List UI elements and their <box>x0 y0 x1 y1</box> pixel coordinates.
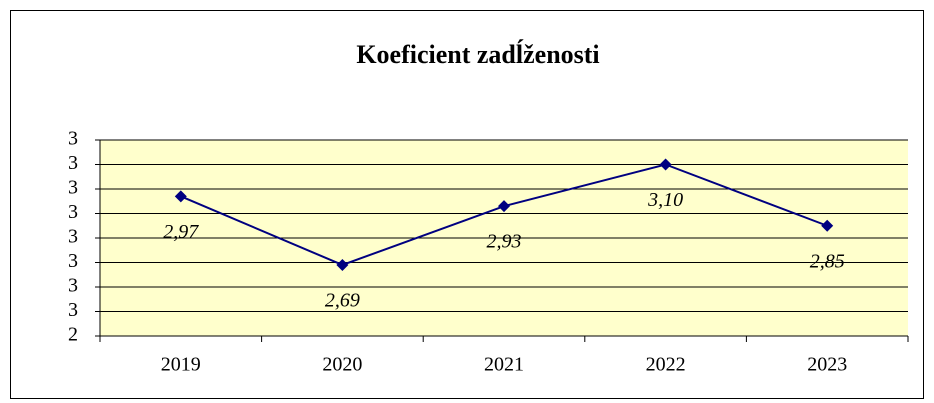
y-tick-label: 3 <box>68 152 78 174</box>
y-tick-label: 3 <box>68 299 78 321</box>
y-tick-label: 3 <box>68 201 78 223</box>
data-label: 2,97 <box>163 221 199 243</box>
data-point <box>821 219 834 232</box>
chart-title: Koeficient zadĺženosti <box>356 40 599 69</box>
y-tick-label: 3 <box>68 226 78 248</box>
x-tick-label: 2020 <box>322 354 362 376</box>
data-label: 2,69 <box>325 290 360 312</box>
data-point <box>659 158 672 171</box>
data-point <box>174 190 187 203</box>
data-point <box>336 258 349 271</box>
x-tick-label: 2022 <box>646 354 686 376</box>
data-label: 2,85 <box>810 250 845 272</box>
y-tick-label: 2 <box>68 324 78 346</box>
x-tick-label: 2019 <box>161 354 201 376</box>
y-tick-label: 3 <box>68 128 78 150</box>
data-point <box>498 200 510 213</box>
x-tick-label: 2023 <box>807 354 847 376</box>
y-tick-label: 3 <box>68 250 78 272</box>
x-tick-label: 2021 <box>484 354 524 376</box>
y-tick-label: 3 <box>68 177 78 199</box>
y-tick-label: 3 <box>68 275 78 297</box>
data-label: 2,93 <box>487 231 522 253</box>
data-label: 3,10 <box>647 189 683 211</box>
